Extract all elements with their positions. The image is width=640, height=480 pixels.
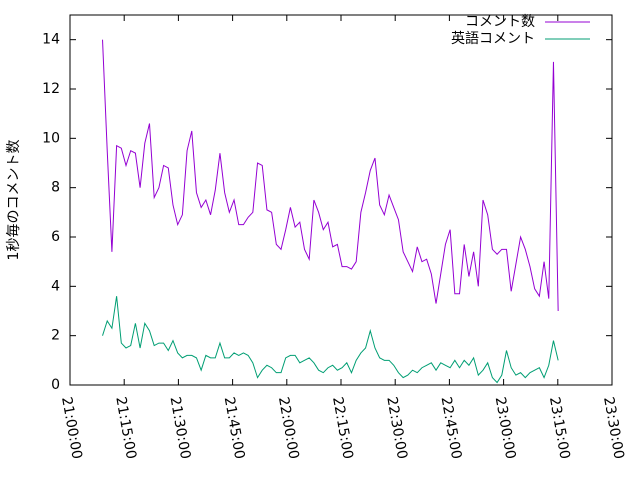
x-tick-label: 21:00:00 xyxy=(58,396,85,461)
series-line xyxy=(102,39,559,312)
y-tick-label: 8 xyxy=(51,180,60,196)
x-tick-label: 21:30:00 xyxy=(167,396,194,461)
legend-label: コメント数 xyxy=(465,14,535,30)
x-tick-label: 22:45:00 xyxy=(438,396,465,461)
y-tick-label: 14 xyxy=(42,32,60,48)
x-tick-label: 23:30:00 xyxy=(600,396,627,461)
y-tick-label: 0 xyxy=(51,377,60,393)
x-tick-label: 21:45:00 xyxy=(221,396,248,461)
x-tick-label: 23:00:00 xyxy=(492,396,519,461)
series-line xyxy=(102,296,559,384)
legend-label: 英語コメント xyxy=(451,30,535,47)
y-tick-label: 2 xyxy=(51,328,60,344)
x-tick-label: 22:30:00 xyxy=(383,396,410,461)
x-tick-label: 22:15:00 xyxy=(329,396,356,461)
plot-border xyxy=(69,14,613,386)
x-tick-label: 22:00:00 xyxy=(275,396,302,461)
y-tick-label: 4 xyxy=(51,278,60,294)
x-tick-label: 21:15:00 xyxy=(112,396,139,461)
x-tick-label: 23:15:00 xyxy=(546,396,573,461)
y-tick-label: 12 xyxy=(42,81,60,97)
y-axis-label: 1秒毎のコメント数 xyxy=(6,140,22,261)
y-tick-label: 6 xyxy=(51,229,60,245)
y-tick-label: 10 xyxy=(42,130,60,146)
